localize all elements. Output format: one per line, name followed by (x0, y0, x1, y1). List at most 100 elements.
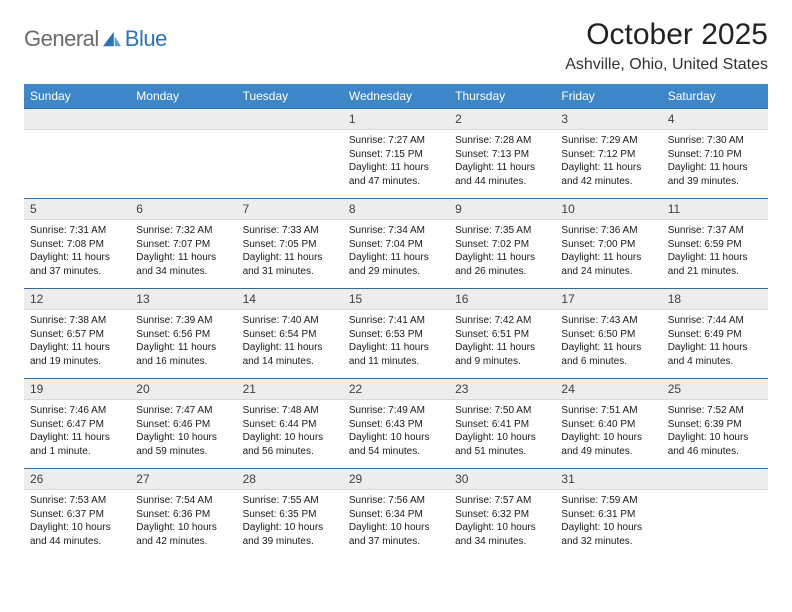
day-number: 30 (449, 468, 555, 490)
daylight-text: Daylight: 10 hours and 54 minutes. (349, 431, 443, 458)
day-info: Sunrise: 7:30 AMSunset: 7:10 PMDaylight:… (662, 130, 768, 190)
calendar-cell: 2Sunrise: 7:28 AMSunset: 7:13 PMDaylight… (449, 108, 555, 198)
day-header: Friday (555, 84, 661, 108)
sunrise-text: Sunrise: 7:44 AM (668, 314, 762, 328)
daylight-text: Daylight: 11 hours and 44 minutes. (455, 161, 549, 188)
sunset-text: Sunset: 6:40 PM (561, 418, 655, 432)
day-header: Tuesday (237, 84, 343, 108)
sunset-text: Sunset: 6:41 PM (455, 418, 549, 432)
sunrise-text: Sunrise: 7:36 AM (561, 224, 655, 238)
day-number: 5 (24, 198, 130, 220)
calendar-cell: 22Sunrise: 7:49 AMSunset: 6:43 PMDayligh… (343, 378, 449, 468)
day-info: Sunrise: 7:27 AMSunset: 7:15 PMDaylight:… (343, 130, 449, 190)
calendar-cell: 23Sunrise: 7:50 AMSunset: 6:41 PMDayligh… (449, 378, 555, 468)
day-info: Sunrise: 7:53 AMSunset: 6:37 PMDaylight:… (24, 490, 130, 550)
calendar-cell: 13Sunrise: 7:39 AMSunset: 6:56 PMDayligh… (130, 288, 236, 378)
day-info: Sunrise: 7:37 AMSunset: 6:59 PMDaylight:… (662, 220, 768, 280)
day-number: 7 (237, 198, 343, 220)
calendar-cell (237, 108, 343, 198)
day-number (130, 108, 236, 130)
daylight-text: Daylight: 11 hours and 42 minutes. (561, 161, 655, 188)
daylight-text: Daylight: 11 hours and 24 minutes. (561, 251, 655, 278)
sunrise-text: Sunrise: 7:33 AM (243, 224, 337, 238)
day-info: Sunrise: 7:32 AMSunset: 7:07 PMDaylight:… (130, 220, 236, 280)
sunset-text: Sunset: 7:05 PM (243, 238, 337, 252)
daylight-text: Daylight: 10 hours and 49 minutes. (561, 431, 655, 458)
day-number: 3 (555, 108, 661, 130)
sunset-text: Sunset: 7:07 PM (136, 238, 230, 252)
calendar-cell: 9Sunrise: 7:35 AMSunset: 7:02 PMDaylight… (449, 198, 555, 288)
sunrise-text: Sunrise: 7:49 AM (349, 404, 443, 418)
day-info: Sunrise: 7:36 AMSunset: 7:00 PMDaylight:… (555, 220, 661, 280)
day-info: Sunrise: 7:49 AMSunset: 6:43 PMDaylight:… (343, 400, 449, 460)
sunset-text: Sunset: 6:37 PM (30, 508, 124, 522)
sunset-text: Sunset: 6:36 PM (136, 508, 230, 522)
logo-text-blue: Blue (125, 26, 167, 52)
sunrise-text: Sunrise: 7:46 AM (30, 404, 124, 418)
sunset-text: Sunset: 6:32 PM (455, 508, 549, 522)
day-info: Sunrise: 7:31 AMSunset: 7:08 PMDaylight:… (24, 220, 130, 280)
calendar-cell: 27Sunrise: 7:54 AMSunset: 6:36 PMDayligh… (130, 468, 236, 558)
calendar-cell: 31Sunrise: 7:59 AMSunset: 6:31 PMDayligh… (555, 468, 661, 558)
calendar-cell (130, 108, 236, 198)
sunrise-text: Sunrise: 7:27 AM (349, 134, 443, 148)
daylight-text: Daylight: 11 hours and 16 minutes. (136, 341, 230, 368)
day-info: Sunrise: 7:28 AMSunset: 7:13 PMDaylight:… (449, 130, 555, 190)
sunrise-text: Sunrise: 7:43 AM (561, 314, 655, 328)
daylight-text: Daylight: 11 hours and 47 minutes. (349, 161, 443, 188)
day-number: 21 (237, 378, 343, 400)
sunrise-text: Sunrise: 7:51 AM (561, 404, 655, 418)
day-number: 27 (130, 468, 236, 490)
sunset-text: Sunset: 7:10 PM (668, 148, 762, 162)
daylight-text: Daylight: 10 hours and 42 minutes. (136, 521, 230, 548)
day-number: 19 (24, 378, 130, 400)
calendar-cell: 19Sunrise: 7:46 AMSunset: 6:47 PMDayligh… (24, 378, 130, 468)
sunrise-text: Sunrise: 7:48 AM (243, 404, 337, 418)
sunrise-text: Sunrise: 7:38 AM (30, 314, 124, 328)
day-info: Sunrise: 7:35 AMSunset: 7:02 PMDaylight:… (449, 220, 555, 280)
daylight-text: Daylight: 11 hours and 37 minutes. (30, 251, 124, 278)
sunrise-text: Sunrise: 7:35 AM (455, 224, 549, 238)
calendar-week: 19Sunrise: 7:46 AMSunset: 6:47 PMDayligh… (24, 378, 768, 468)
calendar-cell: 12Sunrise: 7:38 AMSunset: 6:57 PMDayligh… (24, 288, 130, 378)
sunrise-text: Sunrise: 7:32 AM (136, 224, 230, 238)
calendar-cell: 30Sunrise: 7:57 AMSunset: 6:32 PMDayligh… (449, 468, 555, 558)
daylight-text: Daylight: 11 hours and 26 minutes. (455, 251, 549, 278)
sunset-text: Sunset: 6:51 PM (455, 328, 549, 342)
day-number: 28 (237, 468, 343, 490)
calendar-week: 12Sunrise: 7:38 AMSunset: 6:57 PMDayligh… (24, 288, 768, 378)
day-info: Sunrise: 7:51 AMSunset: 6:40 PMDaylight:… (555, 400, 661, 460)
daylight-text: Daylight: 10 hours and 59 minutes. (136, 431, 230, 458)
calendar-cell: 24Sunrise: 7:51 AMSunset: 6:40 PMDayligh… (555, 378, 661, 468)
day-number: 4 (662, 108, 768, 130)
sunrise-text: Sunrise: 7:42 AM (455, 314, 549, 328)
day-info: Sunrise: 7:39 AMSunset: 6:56 PMDaylight:… (130, 310, 236, 370)
sunrise-text: Sunrise: 7:39 AM (136, 314, 230, 328)
daylight-text: Daylight: 11 hours and 1 minute. (30, 431, 124, 458)
calendar-week: 26Sunrise: 7:53 AMSunset: 6:37 PMDayligh… (24, 468, 768, 558)
day-number: 25 (662, 378, 768, 400)
daylight-text: Daylight: 11 hours and 9 minutes. (455, 341, 549, 368)
day-header: Thursday (449, 84, 555, 108)
day-info: Sunrise: 7:57 AMSunset: 6:32 PMDaylight:… (449, 490, 555, 550)
sunset-text: Sunset: 6:44 PM (243, 418, 337, 432)
sunset-text: Sunset: 7:04 PM (349, 238, 443, 252)
sunrise-text: Sunrise: 7:31 AM (30, 224, 124, 238)
day-number: 8 (343, 198, 449, 220)
day-header: Sunday (24, 84, 130, 108)
calendar-page: General Blue October 2025 Ashville, Ohio… (0, 0, 792, 612)
day-number: 26 (24, 468, 130, 490)
sunrise-text: Sunrise: 7:28 AM (455, 134, 549, 148)
day-number: 22 (343, 378, 449, 400)
calendar-cell: 14Sunrise: 7:40 AMSunset: 6:54 PMDayligh… (237, 288, 343, 378)
calendar-cell: 6Sunrise: 7:32 AMSunset: 7:07 PMDaylight… (130, 198, 236, 288)
day-number: 20 (130, 378, 236, 400)
sunset-text: Sunset: 6:46 PM (136, 418, 230, 432)
daylight-text: Daylight: 11 hours and 39 minutes. (668, 161, 762, 188)
daylight-text: Daylight: 11 hours and 11 minutes. (349, 341, 443, 368)
calendar-cell: 11Sunrise: 7:37 AMSunset: 6:59 PMDayligh… (662, 198, 768, 288)
day-info: Sunrise: 7:47 AMSunset: 6:46 PMDaylight:… (130, 400, 236, 460)
calendar-cell: 10Sunrise: 7:36 AMSunset: 7:00 PMDayligh… (555, 198, 661, 288)
calendar-cell: 18Sunrise: 7:44 AMSunset: 6:49 PMDayligh… (662, 288, 768, 378)
calendar-cell: 17Sunrise: 7:43 AMSunset: 6:50 PMDayligh… (555, 288, 661, 378)
